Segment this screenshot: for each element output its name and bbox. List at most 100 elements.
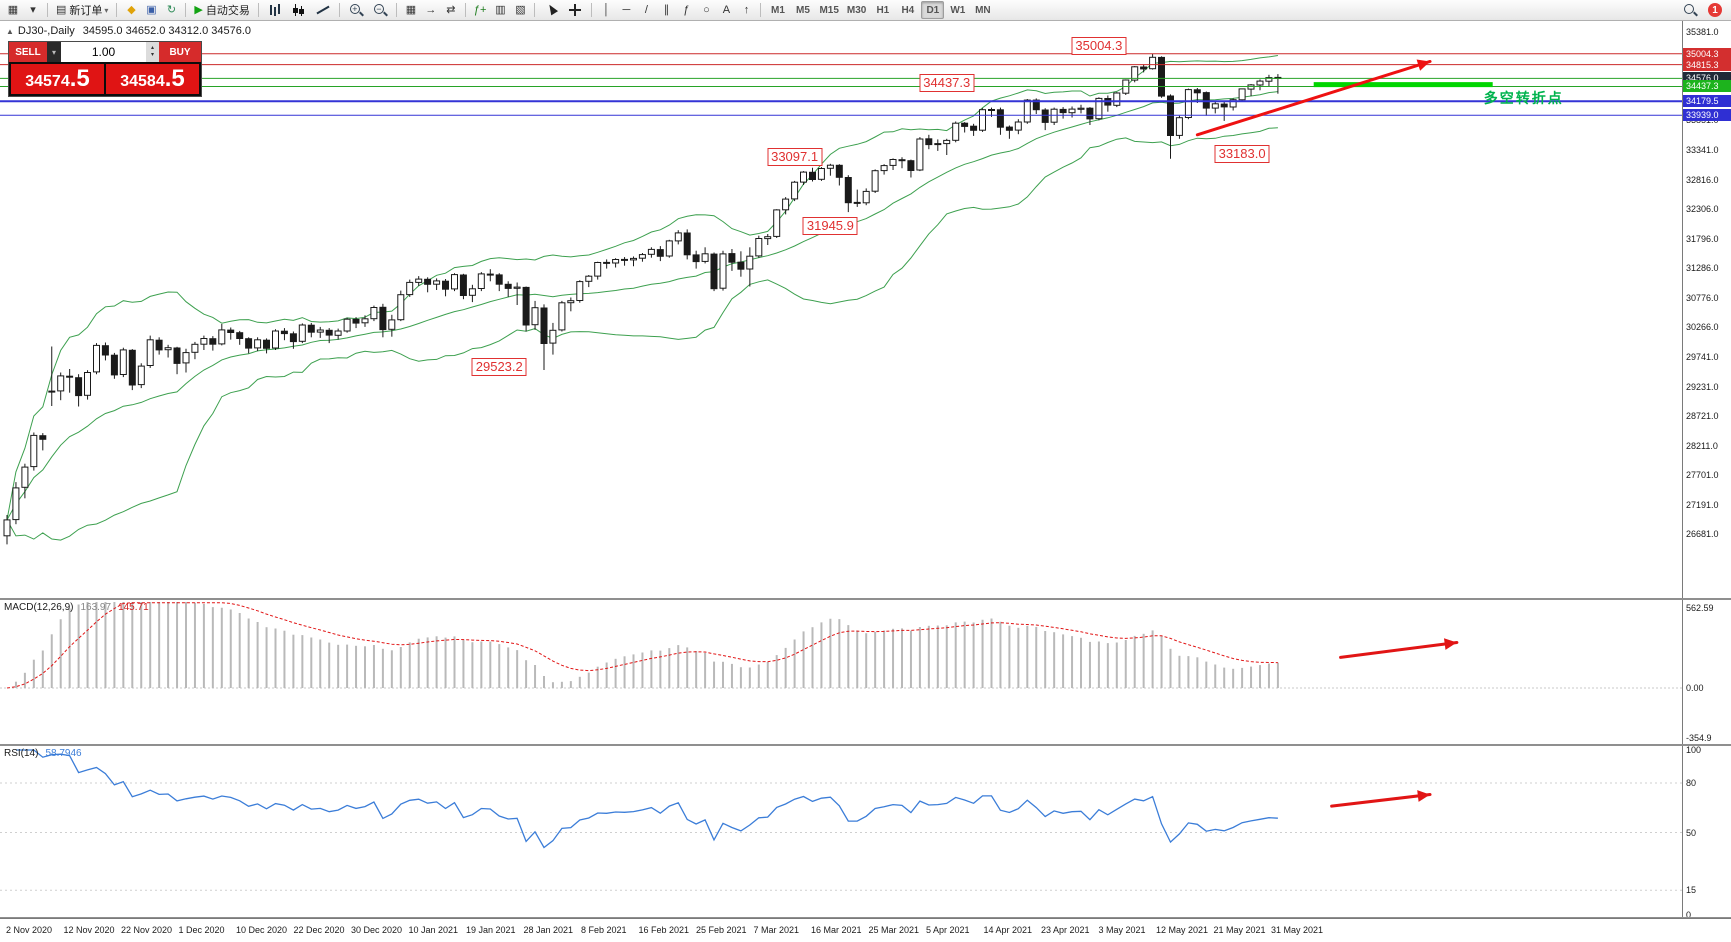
tf-h1-button[interactable]: H1 [871, 1, 894, 19]
toolbar-separator [257, 3, 259, 17]
trendline-icon: / [644, 3, 648, 16]
sell-price-tile[interactable]: 34574.5 [11, 64, 104, 94]
rsi-axis-label: 15 [1686, 885, 1697, 896]
search-button[interactable] [1679, 1, 1701, 19]
price-axis[interactable]: 35381.033851.033341.032816.032306.031796… [1682, 21, 1731, 920]
rsi-panel: RSI(14) 58.7946 [0, 746, 1682, 917]
toolbar-separator [116, 3, 118, 17]
time-axis-label: 16 Feb 2021 [638, 925, 690, 935]
toolbar-separator [534, 3, 536, 17]
volume-up-icon[interactable]: ▴ [150, 45, 154, 51]
panel-divider[interactable] [0, 917, 1731, 918]
time-axis[interactable]: 2 Nov 2020 12 Nov 2020 22 Nov 2020 1 Dec 20… [0, 918, 1731, 942]
candles-mode-button[interactable] [288, 1, 310, 19]
tf-mn-button[interactable]: MN [971, 1, 994, 19]
tf-h4-button[interactable]: H4 [896, 1, 919, 19]
price-callout[interactable]: 33097.1 [767, 148, 823, 167]
price-callout[interactable]: 31945.9 [802, 216, 858, 235]
buy-button[interactable]: BUY [159, 42, 201, 62]
main-chart-canvas[interactable] [0, 21, 1682, 598]
periods-button[interactable]: ▥ [491, 1, 509, 19]
volume-input[interactable] [61, 42, 146, 62]
volume-down-icon[interactable]: ▾ [150, 52, 154, 58]
notification-badge[interactable]: 1 [1708, 3, 1722, 17]
crosshair-icon [567, 2, 583, 18]
price-axis-label: 35381.0 [1686, 27, 1719, 37]
vertical-line-button[interactable]: │ [597, 1, 615, 19]
price-axis-label: 31286.0 [1686, 263, 1719, 274]
templates-button[interactable]: ▧ [511, 1, 529, 19]
line-mode-button[interactable] [312, 1, 334, 19]
chart-list-button[interactable]: ▾ [24, 1, 42, 19]
new-chart-button[interactable]: ▦ [4, 1, 22, 19]
price-axis-label: 32306.0 [1686, 204, 1719, 215]
macd-panel: MACD(12,26,9) 163.97 145.71 [0, 600, 1682, 744]
fibonacci-button[interactable]: ƒ [677, 1, 695, 19]
price-axis-label: 28211.0 [1686, 440, 1718, 451]
chart-title: ▲ DJ30-,Daily 34595.0 34652.0 34312.0 3457… [6, 25, 251, 37]
tf-m30-button[interactable]: M30 [844, 1, 869, 19]
zoom-in-button[interactable] [345, 1, 367, 19]
toolbar-separator [47, 3, 48, 17]
cn-annotation[interactable]: 多空转折点 [1483, 89, 1564, 106]
tf-m1-button[interactable]: M1 [766, 1, 789, 19]
order-type-dropdown[interactable]: ▾ [47, 42, 61, 62]
metaeditor-icon: ◆ [127, 3, 136, 16]
time-axis-label: 22 Dec 2020 [293, 925, 345, 935]
price-callout[interactable]: 35004.3 [1071, 37, 1127, 56]
price-line-tag: 34437.3 [1683, 80, 1731, 93]
refresh-button[interactable]: ↻ [162, 1, 180, 19]
price-callout[interactable]: 33183.0 [1214, 145, 1270, 164]
chart-collapse-icon[interactable]: ▲ [6, 27, 14, 36]
new-order-label: 新订单 [69, 5, 103, 17]
macd-canvas[interactable] [0, 600, 1682, 744]
tile-windows-button[interactable]: ▦ [402, 1, 420, 19]
price-callout[interactable]: 34437.3 [919, 74, 975, 93]
buy-price-tile[interactable]: 34584.5 [106, 64, 199, 94]
zoom-in-icon [348, 2, 364, 18]
new-order-button[interactable]: ▤ 新订单 ▾ [53, 1, 111, 19]
price-chart-panel: ▲ DJ30-,Daily 34595.0 34652.0 34312.0 3457… [0, 21, 1682, 598]
autotrading-button[interactable]: ▶ 自动交易 [191, 1, 252, 19]
panel-divider[interactable] [0, 598, 1731, 600]
chart-shift-button[interactable]: ⇄ [442, 1, 460, 19]
trendline-button[interactable]: / [637, 1, 655, 19]
cursor-button[interactable] [540, 1, 562, 19]
indicators-icon: ƒ+ [473, 3, 487, 16]
price-axis-label: 33341.0 [1686, 144, 1719, 155]
macd-signal-value: 145.71 [118, 602, 149, 613]
crosshair-button[interactable] [564, 1, 586, 19]
horizontal-line-icon: ─ [622, 3, 631, 16]
price-axis-label: 29231.0 [1686, 381, 1719, 392]
tf-m5-button[interactable]: M5 [791, 1, 814, 19]
panel-divider[interactable] [0, 744, 1731, 746]
tf-d1-button[interactable]: D1 [921, 1, 945, 19]
time-axis-label: 2 Nov 2020 [6, 925, 53, 935]
macd-axis-label: -354.9 [1686, 733, 1712, 744]
sell-button[interactable]: SELL [9, 42, 47, 62]
tf-m15-button[interactable]: M15 [816, 1, 841, 19]
auto-scroll-button[interactable]: → [422, 1, 440, 19]
rsi-canvas[interactable] [0, 746, 1682, 917]
metaeditor-button[interactable]: ◆ [122, 1, 140, 19]
indicators-button[interactable]: ƒ+ [471, 1, 490, 19]
chart-list-icon: ▾ [30, 3, 36, 16]
time-axis-label: 12 May 2021 [1156, 925, 1209, 935]
time-axis-label: 10 Dec 2020 [236, 925, 288, 935]
text-button[interactable]: A [717, 1, 735, 19]
channel-button[interactable]: ∥ [657, 1, 675, 19]
zoom-out-button[interactable] [369, 1, 391, 19]
rsi-axis-label: 80 [1686, 778, 1697, 788]
ellipse-button[interactable]: ○ [697, 1, 715, 19]
one-click-trading-panel: SELL ▾ ▴ ▾ BUY 34574.5 34584.5 [8, 41, 202, 97]
arrow-tool-button[interactable]: ↑ [737, 1, 755, 19]
tf-w1-button[interactable]: W1 [946, 1, 969, 19]
market-watch-button[interactable]: ▣ [142, 1, 160, 19]
price-callout[interactable]: 29523.2 [471, 358, 527, 377]
horizontal-line-button[interactable]: ─ [617, 1, 635, 19]
volume-stepper[interactable]: ▴ ▾ [146, 42, 159, 62]
buy-price-main: 34584 [120, 73, 165, 90]
toolbar-separator [338, 3, 340, 17]
bars-mode-button[interactable] [264, 1, 286, 19]
toolbar-separator [760, 3, 762, 17]
